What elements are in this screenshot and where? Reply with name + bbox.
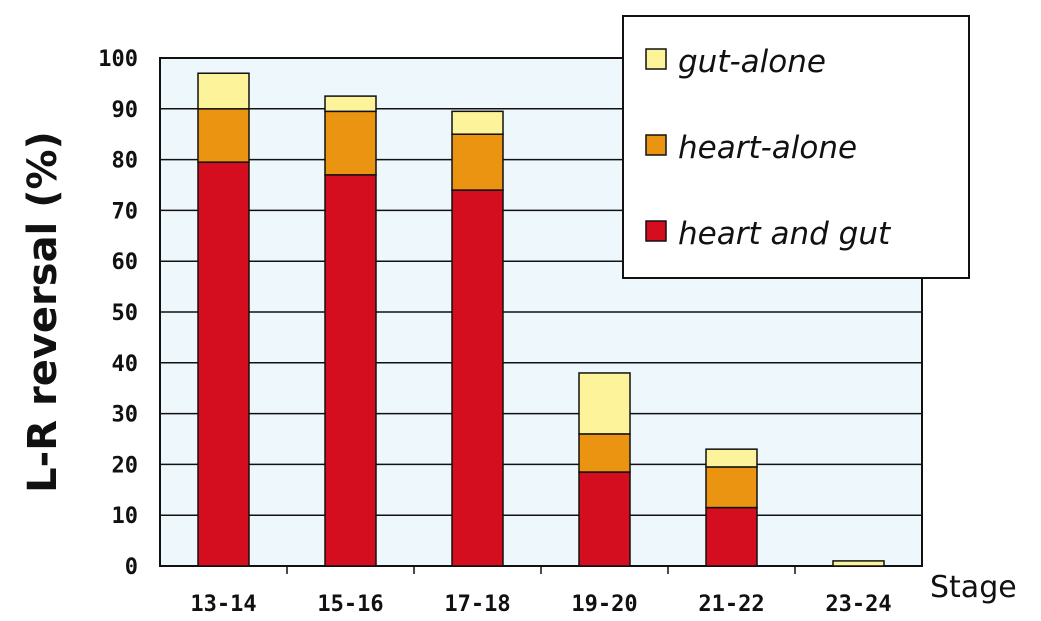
y-tick-labels: 0 10 20 30 40 50 60 70 80 90 100 <box>98 47 138 580</box>
y-tick-label: 50 <box>112 301 139 326</box>
bar-segment <box>578 372 631 435</box>
bar-segment <box>197 72 250 110</box>
legend-box <box>622 15 970 279</box>
bar-segment <box>705 448 758 468</box>
legend-label: gut-alone <box>678 44 826 80</box>
legend-swatch <box>645 48 667 70</box>
x-tick-label: 13-14 <box>190 592 256 617</box>
y-tick-label: 20 <box>112 453 139 478</box>
bar-segment <box>197 108 250 163</box>
y-tick-label: 0 <box>125 555 138 580</box>
y-tick-label: 60 <box>112 250 139 275</box>
legend-label: heart and gut <box>678 216 892 252</box>
bar-segment <box>705 466 758 509</box>
y-tick-label: 10 <box>112 504 139 529</box>
bar-segment <box>324 110 377 176</box>
y-tick-label: 40 <box>112 352 139 377</box>
x-tick-label: 21-22 <box>698 592 764 617</box>
y-tick-label: 90 <box>112 98 139 123</box>
bar-segment <box>705 506 758 567</box>
bar-segment <box>451 133 504 191</box>
bar-segment <box>578 433 631 473</box>
x-tick-label: 23-24 <box>825 592 891 617</box>
x-tick-label: 17-18 <box>444 592 510 617</box>
legend-label: heart-alone <box>678 130 857 166</box>
bar-segment <box>451 110 504 135</box>
y-tick-label: 80 <box>112 149 139 174</box>
x-tick-label: 15-16 <box>317 592 383 617</box>
bar-segment <box>197 161 250 567</box>
legend-swatch <box>645 220 667 242</box>
x-tick-labels: 13-14 15-16 17-18 19-20 21-22 23-24 <box>190 566 892 617</box>
x-tick-label: 19-20 <box>571 592 637 617</box>
bar-segment <box>832 560 885 567</box>
y-axis-label: L-R reversal (%) <box>20 131 66 493</box>
legend: gut-alone heart-alone heart and gut <box>622 15 970 279</box>
x-axis-label: Stage <box>930 570 1017 605</box>
bar-segment <box>451 189 504 567</box>
bars <box>197 72 885 567</box>
legend-swatch <box>645 134 667 156</box>
y-tick-label: 70 <box>112 199 139 224</box>
y-tick-label: 100 <box>98 47 138 72</box>
bar-segment <box>324 174 377 567</box>
bar-segment <box>324 95 377 113</box>
y-tick-label: 30 <box>112 403 139 428</box>
bar-segment <box>578 471 631 567</box>
